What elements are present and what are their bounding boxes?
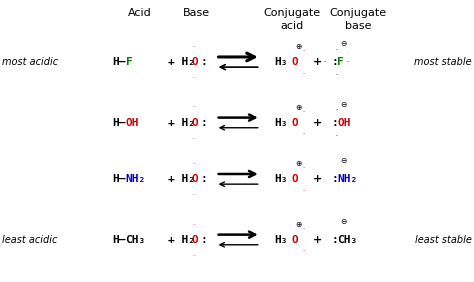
Text: O: O <box>191 174 198 184</box>
Text: ⊕: ⊕ <box>295 42 301 51</box>
Text: Base: Base <box>183 8 210 18</box>
Text: Conjugate
base: Conjugate base <box>329 8 386 31</box>
Text: OH: OH <box>337 118 351 128</box>
Text: +: + <box>313 57 322 67</box>
Text: F: F <box>337 57 344 67</box>
Text: ··: ·· <box>346 60 349 65</box>
Text: + H₂: + H₂ <box>168 57 195 67</box>
Text: most acidic: most acidic <box>2 57 58 67</box>
Text: ··: ·· <box>192 192 196 197</box>
Text: H₃: H₃ <box>274 235 287 245</box>
Text: H₃: H₃ <box>274 174 287 184</box>
Text: O: O <box>291 174 298 184</box>
Text: O: O <box>291 57 298 67</box>
Text: ··: ·· <box>336 133 339 138</box>
Text: O: O <box>291 118 298 128</box>
Text: ⊕: ⊕ <box>295 103 301 112</box>
Text: + H₂: + H₂ <box>168 235 195 245</box>
Text: :: : <box>332 235 338 245</box>
Text: ··: ·· <box>192 222 196 227</box>
Text: ⊖: ⊖ <box>340 156 347 165</box>
Text: H–: H– <box>112 118 126 128</box>
Text: ⊕: ⊕ <box>295 159 301 168</box>
Text: +: + <box>313 174 322 184</box>
Text: O: O <box>191 235 198 245</box>
Text: :: : <box>332 174 338 184</box>
Text: OH: OH <box>126 118 139 128</box>
Text: H₃: H₃ <box>274 57 287 67</box>
Text: ··: ·· <box>192 136 196 141</box>
Text: Acid: Acid <box>128 8 152 18</box>
Text: F: F <box>126 57 132 67</box>
Text: ⊖: ⊖ <box>340 217 347 226</box>
Text: + H₂: + H₂ <box>168 174 195 184</box>
Text: + H₂: + H₂ <box>168 118 195 128</box>
Text: +: + <box>313 235 322 245</box>
Text: :: : <box>332 118 338 128</box>
Text: ··: ·· <box>192 105 196 110</box>
Text: least acidic: least acidic <box>2 235 58 245</box>
Text: ··: ·· <box>336 72 339 77</box>
Text: most stable: most stable <box>414 57 472 67</box>
Text: ··: ·· <box>192 44 196 49</box>
Text: Conjugate
acid: Conjugate acid <box>263 8 320 31</box>
Text: ··: ·· <box>303 109 306 114</box>
Text: :: : <box>201 235 207 245</box>
Text: H–: H– <box>112 174 126 184</box>
Text: :: : <box>201 57 207 67</box>
Text: O: O <box>291 235 298 245</box>
Text: O: O <box>191 118 198 128</box>
Text: NH₂: NH₂ <box>126 174 146 184</box>
Text: ··: ·· <box>192 161 196 166</box>
Text: H–: H– <box>112 57 126 67</box>
Text: O: O <box>191 57 198 67</box>
Text: least stable: least stable <box>415 235 472 245</box>
Text: ··: ·· <box>303 165 306 170</box>
Text: NH₂: NH₂ <box>337 174 358 184</box>
Text: H–: H– <box>112 235 126 245</box>
Text: ··: ·· <box>303 48 306 53</box>
Text: :: : <box>332 57 338 67</box>
Text: CH₃: CH₃ <box>126 235 146 245</box>
Text: +: + <box>313 118 322 128</box>
Text: CH₃: CH₃ <box>337 235 358 245</box>
Text: ··: ·· <box>192 75 196 80</box>
Text: H₃: H₃ <box>274 118 287 128</box>
Text: ··: ·· <box>324 60 327 65</box>
Text: ··: ·· <box>303 131 306 136</box>
Text: ⊕: ⊕ <box>295 220 301 229</box>
Text: :: : <box>201 174 207 184</box>
Text: ··: ·· <box>303 248 306 254</box>
Text: ··: ·· <box>192 253 196 258</box>
Text: ··: ·· <box>303 188 306 193</box>
Text: ⊖: ⊖ <box>340 100 347 109</box>
Text: ··: ·· <box>336 107 339 113</box>
Text: :: : <box>201 118 207 128</box>
Text: ⊖: ⊖ <box>340 39 347 48</box>
Text: ··: ·· <box>336 47 339 52</box>
Text: ··: ·· <box>303 71 306 76</box>
Text: ··: ·· <box>303 226 306 231</box>
